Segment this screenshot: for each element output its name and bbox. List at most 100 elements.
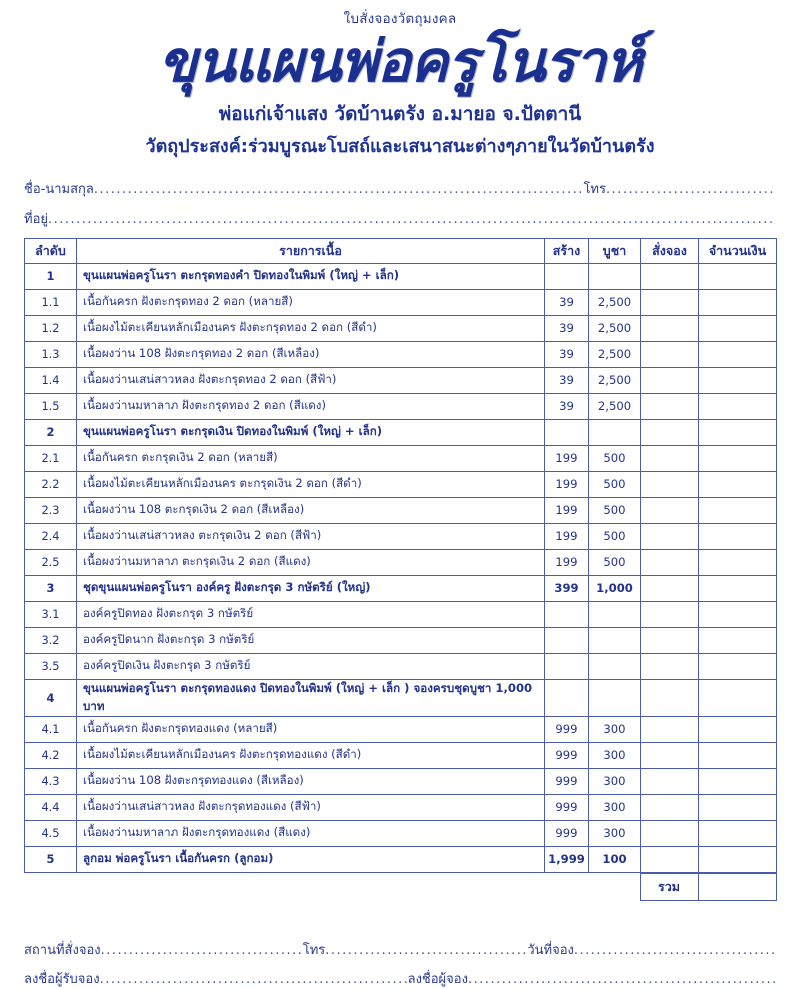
cell-amount[interactable] — [698, 845, 777, 873]
name-input-line[interactable]: ........................................… — [93, 181, 584, 197]
cell-amount[interactable] — [698, 819, 777, 847]
total-row: รวม — [24, 872, 777, 901]
footer-phone-input-line[interactable]: ........................................… — [325, 942, 527, 958]
col-header-made: สร้าง — [544, 237, 589, 264]
table-row: 4.5 เนื้อผงว่านมหาลาภ ฝังตะกรุดทองแดง (สี… — [24, 819, 777, 847]
receiver-sign-line[interactable]: ........................................… — [99, 971, 408, 987]
cell-amount[interactable] — [698, 652, 777, 680]
cell-made: 39 — [544, 288, 589, 316]
cell-made: 199 — [544, 470, 589, 498]
cell-order[interactable] — [640, 767, 699, 795]
table-row: 2.2 เนื้อผงไม้ตะเคียนหลักเมืองนคร ตะกรุดเ… — [24, 470, 777, 498]
cell-order[interactable] — [640, 819, 699, 847]
cell-no: 1.5 — [24, 392, 77, 420]
cell-order[interactable] — [640, 574, 699, 602]
cell-worship: 2,500 — [588, 366, 641, 394]
date-input-line[interactable]: ........................................… — [573, 942, 776, 958]
cell-order[interactable] — [640, 314, 699, 342]
table-header-row: ลำดับ รายการเนื้อ สร้าง บูชา สั่งจอง จำน… — [24, 237, 777, 264]
cell-amount[interactable] — [698, 444, 777, 472]
cell-amount[interactable] — [698, 392, 777, 420]
cell-description: ขุนแผนพ่อครูโนรา ตะกรุดทองคำ ปิดทองในพิม… — [76, 262, 545, 290]
cell-made: 199 — [544, 496, 589, 524]
footer-signature-row: ลงชื่อผู้รับจอง ........................… — [24, 968, 776, 989]
cell-amount[interactable] — [698, 366, 777, 394]
cell-description: เนื้อผงว่านเสน่สาวหลง ฝังตะกรุดทองแดง (ส… — [76, 793, 545, 821]
cell-description: เนื้อกันครก ฝังตะกรุดทองแดง (หลายสี) — [76, 715, 545, 743]
cell-amount[interactable] — [698, 767, 777, 795]
cell-amount[interactable] — [698, 288, 777, 316]
total-value[interactable] — [697, 872, 777, 901]
cell-order[interactable] — [640, 626, 699, 654]
cell-order[interactable] — [640, 366, 699, 394]
place-input-line[interactable]: ........................................… — [100, 942, 303, 958]
cell-no: 5 — [24, 845, 77, 873]
cell-amount[interactable] — [698, 262, 777, 290]
phone-input-line[interactable]: ........................................… — [606, 181, 776, 197]
cell-worship: 500 — [588, 444, 641, 472]
cell-no: 4.3 — [24, 767, 77, 795]
cell-no: 3.5 — [24, 652, 77, 680]
cell-no: 1 — [24, 262, 77, 290]
cell-no: 1.4 — [24, 366, 77, 394]
table-row: 3.5 องค์ครูปิดเงิน ฝังตะกรุด 3 กษัตริย์ — [24, 652, 777, 680]
cell-amount[interactable] — [698, 496, 777, 524]
cell-description: เนื้อผงไม้ตะเคียนหลักเมืองนคร ฝังตะกรุดท… — [76, 741, 545, 769]
cell-amount[interactable] — [698, 678, 777, 717]
cell-amount[interactable] — [698, 522, 777, 550]
cell-order[interactable] — [640, 340, 699, 368]
cell-order[interactable] — [640, 392, 699, 420]
cell-worship — [588, 418, 641, 446]
cell-order[interactable] — [640, 418, 699, 446]
cell-worship: 500 — [588, 548, 641, 576]
cell-no: 4.1 — [24, 715, 77, 743]
cell-amount[interactable] — [698, 741, 777, 769]
cell-order[interactable] — [640, 715, 699, 743]
cell-order[interactable] — [640, 262, 699, 290]
cell-order[interactable] — [640, 548, 699, 576]
address-input-line[interactable]: ........................................… — [48, 211, 776, 227]
table-row: 2.5 เนื้อผงว่านมหาลาภ ตะกรุดเงิน 2 ดอก (ส… — [24, 548, 777, 576]
cell-amount[interactable] — [698, 314, 777, 342]
cell-order[interactable] — [640, 288, 699, 316]
cell-amount[interactable] — [698, 600, 777, 628]
cell-made: 1,999 — [544, 845, 589, 873]
table-row: 5 ลูกอม พ่อครูโนรา เนื้อกันครก (ลูกอม) 1,9… — [24, 845, 777, 873]
cell-no: 2.5 — [24, 548, 77, 576]
col-header-amount: จำนวนเงิน — [698, 237, 777, 264]
cell-no: 1.1 — [24, 288, 77, 316]
cell-amount[interactable] — [698, 626, 777, 654]
cell-no: 2.3 — [24, 496, 77, 524]
cell-order[interactable] — [640, 522, 699, 550]
cell-no: 4.5 — [24, 819, 77, 847]
cell-amount[interactable] — [698, 418, 777, 446]
col-header-description: รายการเนื้อ — [76, 237, 545, 264]
cell-amount[interactable] — [698, 715, 777, 743]
cell-amount[interactable] — [698, 793, 777, 821]
cell-description: เนื้อผงว่านมหาลาภ ฝังตะกรุดทองแดง (สีแดง… — [76, 819, 545, 847]
cell-amount[interactable] — [698, 548, 777, 576]
cell-order[interactable] — [640, 652, 699, 680]
cell-description: เนื้อผงว่านมหาลาภ ตะกรุดเงิน 2 ดอก (สีแด… — [76, 548, 545, 576]
cell-order[interactable] — [640, 496, 699, 524]
cell-amount[interactable] — [698, 340, 777, 368]
cell-order[interactable] — [640, 741, 699, 769]
cell-order[interactable] — [640, 470, 699, 498]
cell-amount[interactable] — [698, 470, 777, 498]
col-header-no: ลำดับ — [24, 237, 77, 264]
cell-made: 39 — [544, 392, 589, 420]
cell-worship — [588, 600, 641, 628]
cell-order[interactable] — [640, 793, 699, 821]
cell-order[interactable] — [640, 845, 699, 873]
table-row: 1.1 เนื้อกันครก ฝังตะกรุดทอง 2 ดอก (หลายส… — [24, 288, 777, 316]
cell-worship: 2,500 — [588, 288, 641, 316]
orderer-sign-line[interactable]: ........................................… — [467, 971, 776, 987]
cell-no: 4 — [24, 678, 77, 717]
cell-order[interactable] — [640, 444, 699, 472]
cell-worship — [588, 652, 641, 680]
cell-order[interactable] — [640, 678, 699, 717]
cell-order[interactable] — [640, 600, 699, 628]
receiver-sign-label: ลงชื่อผู้รับจอง — [24, 971, 100, 987]
cell-no: 3.1 — [24, 600, 77, 628]
cell-amount[interactable] — [698, 574, 777, 602]
